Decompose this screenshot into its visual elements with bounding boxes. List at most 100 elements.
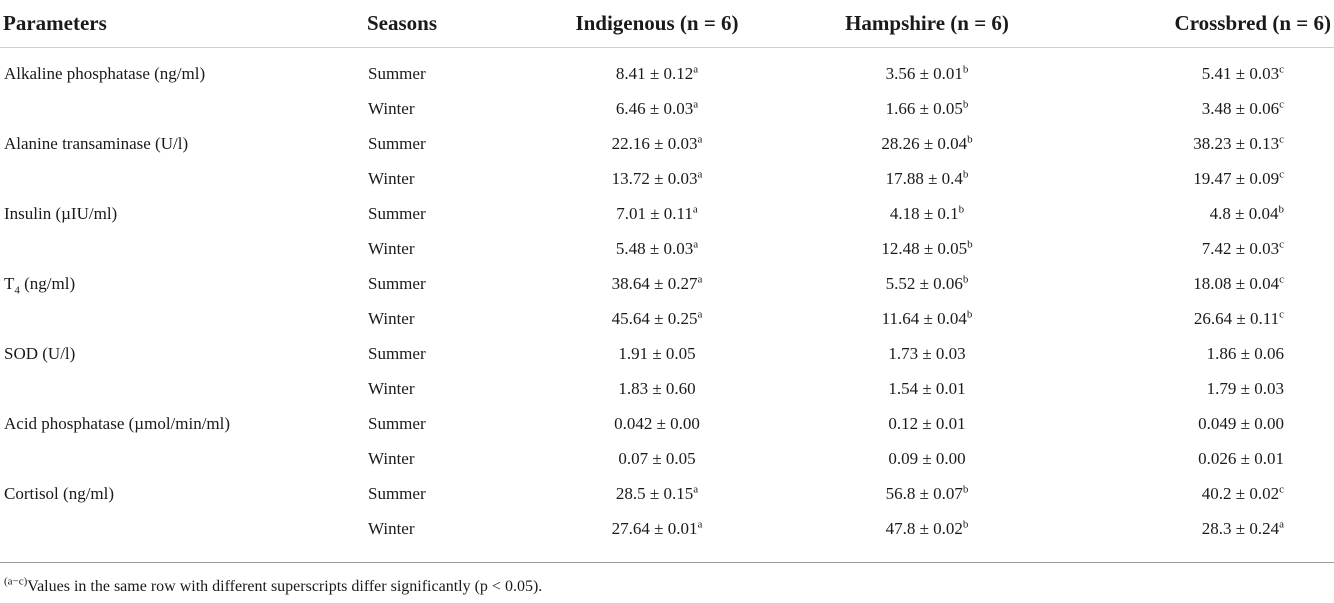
parameter-cell: Acid phosphatase (µmol/min/ml) bbox=[0, 406, 362, 441]
crossbred-value-cell: 1.86 ± 0.06 bbox=[1062, 336, 1334, 371]
indigenous-value: 5.48 ± 0.03 bbox=[615, 238, 694, 258]
indigenous-value: 0.07 ± 0.05 bbox=[618, 448, 696, 468]
hampshire-value: 1.73 ± 0.03 bbox=[888, 343, 966, 363]
crossbred-value: 38.23 ± 0.13 bbox=[1193, 133, 1280, 153]
crossbred-value: 40.2 ± 0.02 bbox=[1201, 483, 1280, 503]
crossbred-value-cell: 7.42 ± 0.03c bbox=[1062, 231, 1334, 266]
crossbred-value-cell: 19.47 ± 0.09c bbox=[1062, 161, 1334, 196]
header-seasons: Seasons bbox=[362, 0, 522, 48]
crossbred-value-cell: 18.08 ± 0.04c bbox=[1062, 266, 1334, 301]
parameter-cell bbox=[0, 371, 362, 406]
parameter-name: Cortisol (ng/ml) bbox=[4, 483, 115, 503]
crossbred-value-cell: 40.2 ± 0.02c bbox=[1062, 476, 1334, 511]
table-row: SOD (U/l) Summer 1.91 ± 0.05 1.73 ± 0.03 1.8… bbox=[0, 336, 1334, 371]
hampshire-value-cell: 11.64 ± 0.04b bbox=[792, 301, 1062, 336]
crossbred-superscript: c bbox=[1279, 62, 1284, 75]
table-row: Cortisol (ng/ml) Summer 28.5 ± 0.15a 56.8 ±… bbox=[0, 476, 1334, 511]
parameter-cell bbox=[0, 231, 362, 266]
parameter-cell bbox=[0, 301, 362, 336]
indigenous-value-cell: 0.07 ± 0.05 bbox=[522, 441, 792, 476]
parameter-name: Alkaline phosphatase (ng/ml) bbox=[4, 63, 206, 83]
table-row: Acid phosphatase (µmol/min/ml) Summer 0.04… bbox=[0, 406, 1334, 441]
table-row: Alkaline phosphatase (ng/ml) Summer 8.41 ±… bbox=[0, 48, 1334, 92]
header-indigenous: Indigenous (n = 6) bbox=[522, 0, 792, 48]
indigenous-value-cell: 6.46 ± 0.03a bbox=[522, 91, 792, 126]
crossbred-value-cell: 1.79 ± 0.03 bbox=[1062, 371, 1334, 406]
hampshire-value: 1.66 ± 0.05 bbox=[885, 98, 963, 118]
season-cell: Summer bbox=[368, 483, 426, 503]
hampshire-value-cell: 1.66 ± 0.05b bbox=[792, 91, 1062, 126]
table-body: Alkaline phosphatase (ng/ml) Summer 8.41 ±… bbox=[0, 48, 1334, 547]
crossbred-value-cell: 3.48 ± 0.06c bbox=[1062, 91, 1334, 126]
table-row: Winter 45.64 ± 0.25a 11.64 ± 0.04b 26.64 ± … bbox=[0, 301, 1334, 336]
indigenous-superscript: a bbox=[697, 272, 703, 285]
hampshire-superscript: b bbox=[962, 517, 969, 530]
hampshire-superscript: b bbox=[962, 272, 969, 285]
indigenous-value-cell: 28.5 ± 0.15a bbox=[522, 476, 792, 511]
parameter-cell: Cortisol (ng/ml) bbox=[0, 476, 362, 511]
crossbred-value: 5.41 ± 0.03 bbox=[1201, 63, 1280, 83]
table-row: T4 (ng/ml) Summer 38.64 ± 0.27a 5.52 ± 0.06… bbox=[0, 266, 1334, 301]
hampshire-superscript: b bbox=[967, 237, 973, 250]
crossbred-value-cell: 4.8 ± 0.04b bbox=[1062, 196, 1334, 231]
hampshire-value: 47.8 ± 0.02 bbox=[885, 518, 963, 538]
footnote-superscript: (a−c) bbox=[4, 575, 28, 588]
indigenous-value-cell: 27.64 ± 0.01a bbox=[522, 511, 792, 546]
table-row: Insulin (µIU/ml) Summer 7.01 ± 0.11a 4.18 ±… bbox=[0, 196, 1334, 231]
hampshire-value: 4.18 ± 0.1 bbox=[889, 203, 959, 223]
hampshire-value: 3.56 ± 0.01 bbox=[885, 63, 963, 83]
table-bottom-rule bbox=[0, 562, 1334, 563]
crossbred-superscript: c bbox=[1279, 482, 1284, 495]
indigenous-value: 8.41 ± 0.12 bbox=[615, 63, 694, 83]
hampshire-superscript: b bbox=[967, 132, 973, 145]
indigenous-superscript: a bbox=[693, 62, 699, 75]
table-row: Winter 1.83 ± 0.60 1.54 ± 0.01 1.79 ± 0.03 bbox=[0, 371, 1334, 406]
parameter-name: SOD (U/l) bbox=[4, 343, 76, 363]
indigenous-superscript: a bbox=[693, 97, 699, 110]
indigenous-value: 27.64 ± 0.01 bbox=[611, 518, 698, 538]
indigenous-value: 0.042 ± 0.00 bbox=[614, 413, 700, 433]
parameter-name: Insulin (µIU/ml) bbox=[4, 203, 118, 223]
indigenous-superscript: a bbox=[692, 202, 698, 215]
season-cell: Summer bbox=[368, 203, 426, 223]
indigenous-value-cell: 38.64 ± 0.27a bbox=[522, 266, 792, 301]
crossbred-value-cell: 0.049 ± 0.00 bbox=[1062, 406, 1334, 441]
crossbred-value-cell: 28.3 ± 0.24a bbox=[1062, 511, 1334, 546]
table-row: Alanine transaminase (U/l) Summer 22.16 ± … bbox=[0, 126, 1334, 161]
season-cell: Summer bbox=[368, 63, 426, 83]
hampshire-value-cell: 12.48 ± 0.05b bbox=[792, 231, 1062, 266]
season-cell: Winter bbox=[368, 98, 415, 118]
crossbred-superscript: c bbox=[1279, 132, 1284, 145]
indigenous-value-cell: 7.01 ± 0.11a bbox=[522, 196, 792, 231]
data-table: Parameters Seasons Indigenous (n = 6) Ha… bbox=[0, 0, 1334, 547]
season-cell: Winter bbox=[368, 518, 415, 538]
hampshire-superscript: b bbox=[962, 482, 969, 495]
parameter-cell: Insulin (µIU/ml) bbox=[0, 196, 362, 231]
table-row: Winter 27.64 ± 0.01a 47.8 ± 0.02b 28.3 ± 0.… bbox=[0, 511, 1334, 546]
indigenous-superscript: a bbox=[697, 167, 703, 180]
season-cell: Winter bbox=[368, 378, 415, 398]
crossbred-value: 1.86 ± 0.06 bbox=[1206, 343, 1284, 363]
parameter-name: Alanine transaminase (U/l) bbox=[4, 133, 189, 153]
indigenous-value-cell: 0.042 ± 0.00 bbox=[522, 406, 792, 441]
season-cell: Winter bbox=[368, 168, 415, 188]
crossbred-superscript: b bbox=[1278, 202, 1285, 215]
crossbred-value: 4.8 ± 0.04 bbox=[1209, 203, 1279, 223]
hampshire-value-cell: 5.52 ± 0.06b bbox=[792, 266, 1062, 301]
crossbred-superscript: c bbox=[1279, 97, 1284, 110]
table-row: Winter 5.48 ± 0.03a 12.48 ± 0.05b 7.42 ± 0.… bbox=[0, 231, 1334, 266]
hampshire-superscript: b bbox=[962, 97, 969, 110]
indigenous-superscript: a bbox=[693, 237, 699, 250]
parameter-cell bbox=[0, 511, 362, 546]
header-hampshire: Hampshire (n = 6) bbox=[792, 0, 1062, 48]
hampshire-value-cell: 28.26 ± 0.04b bbox=[792, 126, 1062, 161]
parameter-unit: (ng/ml) bbox=[19, 273, 76, 293]
season-cell: Summer bbox=[368, 343, 426, 363]
indigenous-value-cell: 5.48 ± 0.03a bbox=[522, 231, 792, 266]
indigenous-value: 1.83 ± 0.60 bbox=[618, 378, 696, 398]
hampshire-value-cell: 0.12 ± 0.01 bbox=[792, 406, 1062, 441]
hampshire-superscript: b bbox=[958, 202, 965, 215]
header-row: Parameters Seasons Indigenous (n = 6) Ha… bbox=[0, 0, 1334, 48]
crossbred-value: 7.42 ± 0.03 bbox=[1201, 238, 1280, 258]
indigenous-value: 7.01 ± 0.11 bbox=[616, 203, 693, 223]
